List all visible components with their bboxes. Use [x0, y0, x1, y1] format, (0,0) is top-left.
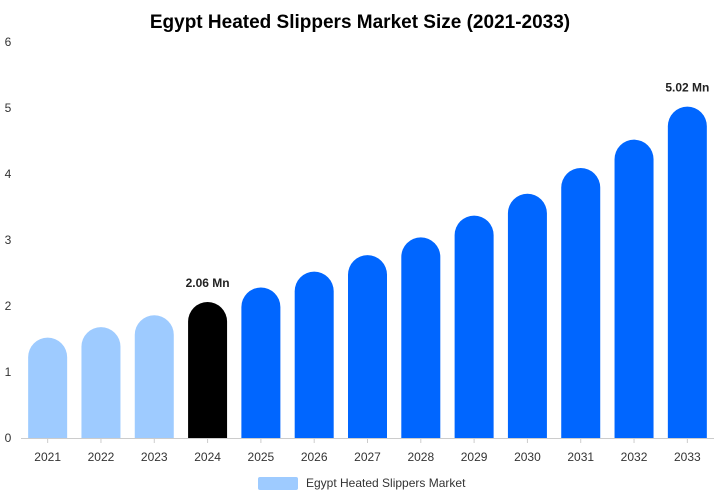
- data-label-2024: 2.06 Mn: [186, 276, 230, 290]
- x-axis: 2021 2022 2023 2024 2025 2026 2027 2028 2029 2030…: [21, 438, 714, 464]
- x-tick-label: 2025: [248, 450, 275, 464]
- x-tick-label: 2029: [461, 450, 488, 464]
- bar-2032: [614, 139, 654, 438]
- bar-2027: [348, 255, 387, 438]
- data-labels: 2.06 Mn 5.02 Mn: [186, 81, 710, 290]
- bar-2022: [81, 327, 121, 438]
- data-label-2033: 5.02 Mn: [665, 81, 709, 95]
- x-tick-label: 2024: [194, 450, 221, 464]
- x-tick-label: 2028: [407, 450, 434, 464]
- y-tick-label: 6: [5, 35, 12, 49]
- y-tick-label: 2: [5, 299, 12, 313]
- bar-2030: [507, 193, 547, 438]
- x-tick-label: 2033: [674, 450, 701, 464]
- x-tick-label: 2031: [567, 450, 594, 464]
- x-tick-label: 2022: [88, 450, 115, 464]
- bar-2024: [188, 302, 228, 438]
- bar-2021: [28, 337, 68, 438]
- x-tick-label: 2027: [354, 450, 381, 464]
- bar-2026: [294, 271, 334, 438]
- x-tick-label: 2021: [34, 450, 61, 464]
- y-tick-label: 1: [5, 365, 12, 379]
- bar-2025: [241, 287, 281, 438]
- y-tick-label: 5: [5, 101, 12, 115]
- chart-title: Egypt Heated Slippers Market Size (2021-…: [150, 12, 570, 33]
- bar-2029: [454, 215, 494, 438]
- y-tick-label: 0: [5, 431, 12, 445]
- legend-swatch: [258, 477, 298, 490]
- x-tick-label: 2032: [621, 450, 648, 464]
- legend-label: Egypt Heated Slippers Market: [306, 476, 466, 490]
- x-tick-label: 2023: [141, 450, 168, 464]
- x-tick-label: 2026: [301, 450, 328, 464]
- bar-2031: [561, 168, 601, 438]
- y-axis: 0 1 2 3 4 5 6: [5, 35, 12, 445]
- bar-2028: [401, 237, 441, 438]
- y-tick-label: 4: [5, 167, 12, 181]
- x-tick-label: 2030: [514, 450, 541, 464]
- bars: [28, 106, 707, 439]
- bar-2023: [134, 315, 174, 438]
- legend: Egypt Heated Slippers Market: [258, 476, 466, 490]
- y-tick-label: 3: [5, 233, 12, 247]
- bar-2033: [667, 106, 707, 439]
